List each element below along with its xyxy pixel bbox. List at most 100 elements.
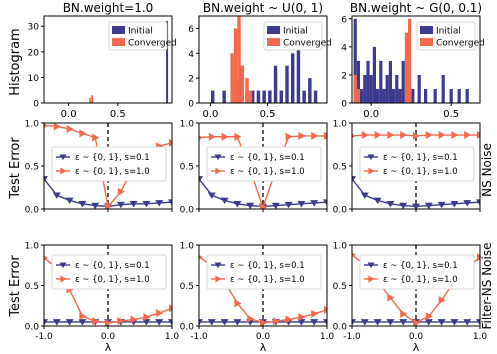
marker-0	[323, 319, 327, 326]
bar-initial	[313, 90, 318, 103]
marker-1	[169, 138, 172, 147]
marker-1	[105, 202, 112, 209]
legend-box	[206, 254, 322, 290]
chart-histogram-0: BN.weight=1.0 0 10 20 30 0.0 0.5 Initial Converg…	[28, 1, 177, 120]
marker-0	[476, 199, 480, 206]
legend-swatch-converged	[112, 38, 125, 46]
legend: Initial Converged	[263, 21, 332, 51]
chart-ns-1: 0.00.51.0ε ~ {0, 1}, s=0.1ε ~ {0, 1}, s=…	[180, 120, 328, 216]
legend-marker-0	[214, 262, 222, 269]
marker-0	[207, 192, 216, 199]
marker-1	[387, 293, 395, 302]
bar-initial	[379, 60, 383, 103]
legend: ε ~ {0, 1}, s=0.1 ε ~ {0, 1}, s=1.0	[359, 146, 475, 182]
marker-1	[169, 304, 172, 313]
x-tick-label: -1.0	[343, 332, 361, 342]
marker-0	[424, 202, 433, 209]
marker-0	[155, 319, 164, 326]
bar-initial	[395, 74, 399, 103]
marker-1	[387, 131, 395, 140]
bar-initial	[279, 90, 283, 103]
legend-label-initial: Initial	[436, 27, 461, 37]
bar-initial	[424, 88, 428, 103]
plot-area	[352, 123, 480, 209]
plot-area	[211, 16, 318, 103]
x-tick-label: 1.0	[165, 332, 180, 342]
y-tick-label: 4	[188, 50, 194, 60]
bar-initial	[251, 90, 255, 103]
chart-filter-2: 0.00.51.0-1.0 0.0 1.0λε ~ {0, 1}, s=0.1ε ~…	[333, 242, 488, 354]
bar-converged	[240, 65, 245, 103]
chart-title: BN.weight ~ G(0, 0.1)	[350, 1, 482, 15]
x-axis-label: λ	[105, 341, 112, 354]
marker-0	[450, 201, 459, 208]
marker-1	[464, 131, 472, 140]
y-tick-label: 1.0	[25, 120, 40, 130]
legend-swatch-converged	[267, 38, 280, 46]
marker-1	[208, 132, 216, 141]
bar-initial	[211, 90, 215, 103]
legend-box	[359, 146, 475, 182]
legend-label-converged: Converged	[436, 39, 485, 49]
marker-1	[438, 131, 446, 140]
marker-1	[79, 312, 87, 321]
legend-label-converged: Converged	[283, 39, 332, 49]
legend-swatch-converged	[420, 38, 433, 46]
bar-initial	[449, 88, 453, 103]
marker-0	[142, 201, 151, 208]
y-tick-label: 0.0	[25, 323, 40, 333]
marker-1	[311, 131, 319, 140]
y-tick-label: 0.0	[25, 206, 40, 216]
bar-converged	[233, 28, 238, 103]
marker-1	[374, 131, 382, 140]
y-tick-label: 1.0	[333, 120, 348, 130]
legend-swatch-initial	[267, 26, 280, 34]
bar-converged	[408, 18, 412, 103]
marker-1	[324, 131, 327, 140]
bar-initial	[360, 88, 364, 103]
y-tick-label: 0.5	[180, 282, 194, 292]
marker-0	[233, 319, 242, 326]
chart-histogram-1: BN.weight ~ U(0, 1) 0 2 4 6 0.0 0.5 Initial Conv…	[188, 1, 332, 120]
marker-1	[260, 203, 267, 209]
legend-marker-0	[367, 262, 375, 269]
legend: ε ~ {0, 1}, s=0.1 ε ~ {0, 1}, s=1.0	[359, 254, 475, 290]
marker-1	[44, 123, 48, 128]
marker-1	[92, 133, 100, 142]
legend: ε ~ {0, 1}, s=0.1 ε ~ {0, 1}, s=1.0	[206, 254, 322, 290]
marker-1	[425, 131, 433, 140]
marker-0	[199, 176, 203, 183]
legend-swatch-initial	[112, 26, 125, 34]
marker-0	[44, 176, 48, 183]
marker-0	[463, 319, 472, 326]
bar-initial	[366, 60, 370, 103]
bar-initial	[222, 90, 226, 103]
bar-converged	[89, 97, 92, 103]
x-tick-label: 0.0	[202, 109, 218, 120]
y-tick-label: 4	[341, 43, 347, 53]
legend-box	[206, 146, 322, 182]
bar-initial	[385, 74, 389, 103]
row-label-1: Test Error	[8, 137, 23, 200]
marker-0	[44, 319, 48, 326]
marker-0	[386, 201, 395, 208]
marker-0	[233, 201, 242, 208]
marker-0	[65, 197, 74, 204]
y-tick-label: 1.0	[180, 242, 195, 252]
bar-initial	[268, 90, 272, 103]
bar-initial	[417, 74, 421, 103]
bar-initial	[441, 74, 445, 103]
bar-initial	[302, 90, 306, 103]
marker-1	[247, 314, 255, 323]
marker-1	[117, 317, 125, 326]
marker-0	[168, 319, 172, 326]
chart-histogram-2: BN.weight ~ G(0, 0.1) 0 2 4 6 0.0 0.5 Initial Co…	[341, 1, 485, 120]
x-axis-label: λ	[413, 341, 420, 354]
plot-area	[353, 18, 469, 103]
y-tick-label: 0	[188, 100, 194, 110]
bar-converged	[404, 32, 408, 103]
marker-1	[79, 129, 87, 138]
marker-1	[234, 132, 242, 141]
chart-title: BN.weight=1.0	[63, 1, 154, 15]
